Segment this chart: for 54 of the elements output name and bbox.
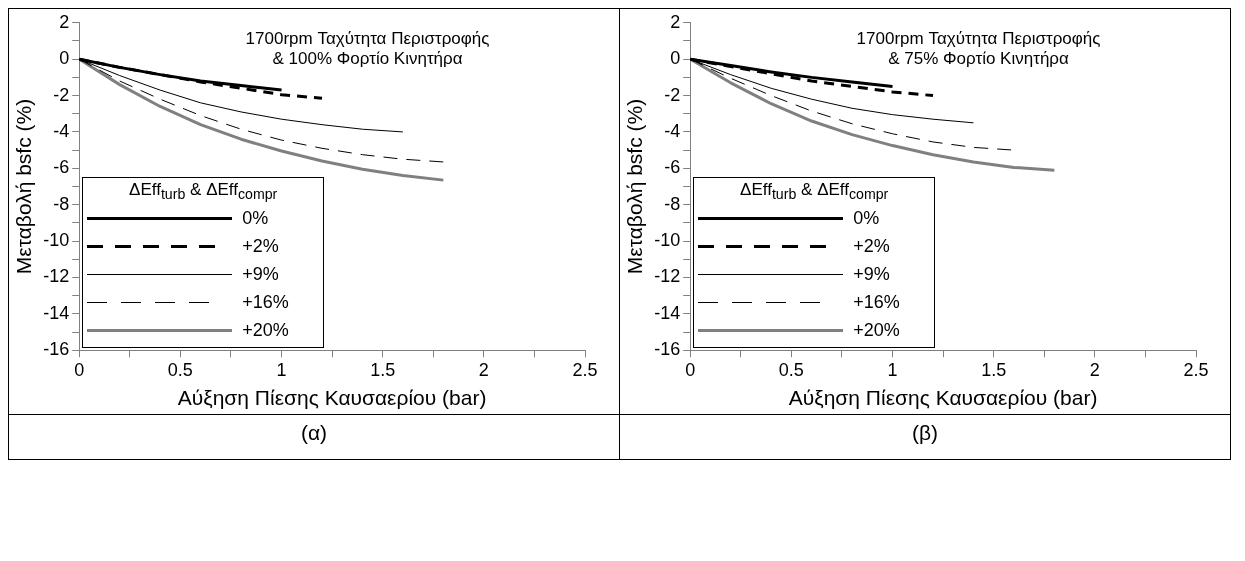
x-tick-label: 1.5 [981, 359, 1007, 380]
x-tick-label: 0 [685, 359, 696, 380]
y-tick-label: -16 [654, 339, 681, 360]
legend-title: ΔEff$_{turb}$ & ΔEff$_{compr}$ [128, 180, 279, 203]
legend-label: +9% [242, 264, 279, 286]
x-tick-label: 2.5 [1183, 359, 1209, 380]
y-tick-label: -8 [53, 193, 70, 214]
y-tick-label: -14 [43, 302, 70, 323]
x-axis-title: Αύξηση Πίεσης Καυσαερίου (bar) [788, 386, 1098, 410]
text: (β) [911, 421, 939, 444]
text: (α) [300, 421, 328, 444]
y-tick-label: -10 [654, 230, 681, 251]
y-tick-label: -6 [53, 157, 70, 178]
text: & 75% Φορτίο Κινητήρα [888, 48, 1070, 68]
x-tick-label: 1 [887, 359, 898, 380]
legend-label: +16% [242, 292, 289, 314]
y-tick-label: -12 [43, 266, 70, 287]
legend-label: +2% [853, 236, 890, 258]
y-tick-label: -12 [654, 266, 681, 287]
y-tick-label: -8 [664, 193, 681, 214]
y-tick-label: 2 [59, 11, 70, 32]
legend-label: +2% [242, 236, 279, 258]
legend-label: +20% [242, 320, 289, 342]
y-tick-label: 2 [670, 11, 681, 32]
chart-title: 1700rpm Ταχύτητα Περιστροφής [856, 28, 1101, 48]
y-tick-label: -4 [53, 120, 70, 141]
x-tick-label: 2 [1089, 359, 1100, 380]
y-tick-label: -14 [654, 302, 681, 323]
y-tick-label: 0 [59, 48, 70, 69]
y-tick-label: 0 [670, 48, 681, 69]
x-tick-label: 2.5 [572, 359, 598, 380]
x-axis-title: Αύξηση Πίεσης Καυσαερίου (bar) [177, 386, 487, 410]
legend-title: ΔEff$_{turb}$ & ΔEff$_{compr}$ [739, 180, 890, 203]
y-tick-label: -16 [43, 339, 70, 360]
legend-label: +20% [853, 320, 900, 342]
y-axis-title: Μεταβολή bsfc (%) [12, 98, 36, 275]
y-tick-label: -4 [664, 120, 681, 141]
y-tick-label: -10 [43, 230, 70, 251]
x-tick-label: 0.5 [778, 359, 804, 380]
x-tick-label: 1.5 [370, 359, 396, 380]
legend-label: 0% [242, 208, 269, 230]
chart-title: 1700rpm Ταχύτητα Περιστροφής [245, 28, 490, 48]
x-tick-label: 1 [276, 359, 287, 380]
legend-label: +16% [853, 292, 900, 314]
y-axis-title: Μεταβολή bsfc (%) [623, 98, 647, 275]
x-tick-label: 0 [74, 359, 85, 380]
y-tick-label: -2 [664, 84, 681, 105]
y-tick-label: -2 [53, 84, 70, 105]
legend-label: 0% [853, 208, 880, 230]
x-tick-label: 0.5 [167, 359, 193, 380]
legend-label: +9% [853, 264, 890, 286]
x-tick-label: 2 [478, 359, 489, 380]
text: & 100% Φορτίο Κινητήρα [272, 48, 463, 68]
y-tick-label: -6 [664, 157, 681, 178]
